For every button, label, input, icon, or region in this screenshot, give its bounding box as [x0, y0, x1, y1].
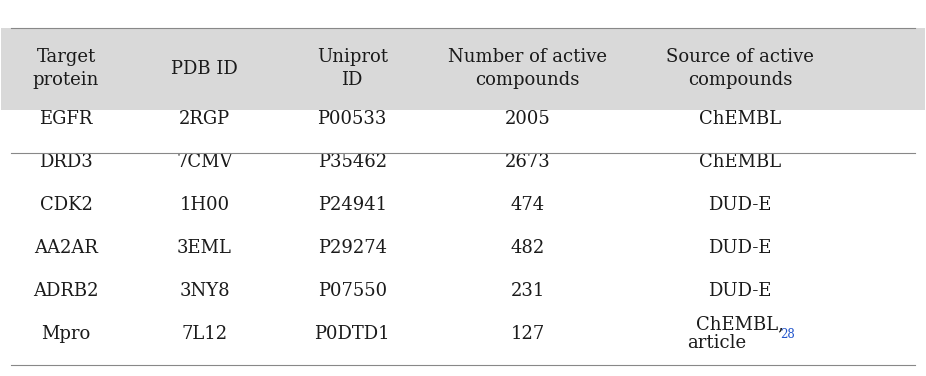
- Text: P35462: P35462: [318, 153, 387, 171]
- Text: article: article: [687, 334, 746, 352]
- Text: 3NY8: 3NY8: [180, 282, 230, 300]
- Text: PDB ID: PDB ID: [171, 59, 238, 77]
- Text: ChEMBL: ChEMBL: [699, 110, 781, 128]
- Text: 127: 127: [510, 324, 544, 343]
- Text: P07550: P07550: [318, 282, 387, 300]
- Text: ChEMBL,: ChEMBL,: [696, 315, 784, 333]
- Text: 1H00: 1H00: [180, 196, 230, 214]
- Text: 7CMV: 7CMV: [176, 153, 232, 171]
- Text: CDK2: CDK2: [40, 196, 93, 214]
- Text: 474: 474: [510, 196, 544, 214]
- Text: 28: 28: [781, 328, 795, 341]
- Text: DUD-E: DUD-E: [708, 282, 771, 300]
- Text: 2005: 2005: [505, 110, 550, 128]
- Text: 7L12: 7L12: [181, 324, 228, 343]
- Text: Number of active
compounds: Number of active compounds: [448, 49, 607, 89]
- Text: DUD-E: DUD-E: [708, 196, 771, 214]
- Text: DRD3: DRD3: [39, 153, 93, 171]
- Text: P29274: P29274: [318, 239, 387, 257]
- Text: DUD-E: DUD-E: [708, 239, 771, 257]
- Text: Target
protein: Target protein: [32, 49, 99, 89]
- FancyBboxPatch shape: [1, 27, 925, 110]
- Text: P0DTD1: P0DTD1: [315, 324, 390, 343]
- Text: 482: 482: [510, 239, 544, 257]
- Text: P00533: P00533: [318, 110, 387, 128]
- Text: Uniprot
ID: Uniprot ID: [317, 49, 388, 89]
- Text: Mpro: Mpro: [42, 324, 91, 343]
- Text: ChEMBL: ChEMBL: [699, 153, 781, 171]
- Text: 3EML: 3EML: [177, 239, 232, 257]
- Text: 2673: 2673: [505, 153, 550, 171]
- Text: Source of active
compounds: Source of active compounds: [666, 49, 814, 89]
- Text: AA2AR: AA2AR: [34, 239, 98, 257]
- Text: 231: 231: [510, 282, 544, 300]
- Text: 2RGP: 2RGP: [179, 110, 230, 128]
- Text: ADRB2: ADRB2: [33, 282, 99, 300]
- Text: EGFR: EGFR: [39, 110, 93, 128]
- Text: P24941: P24941: [318, 196, 387, 214]
